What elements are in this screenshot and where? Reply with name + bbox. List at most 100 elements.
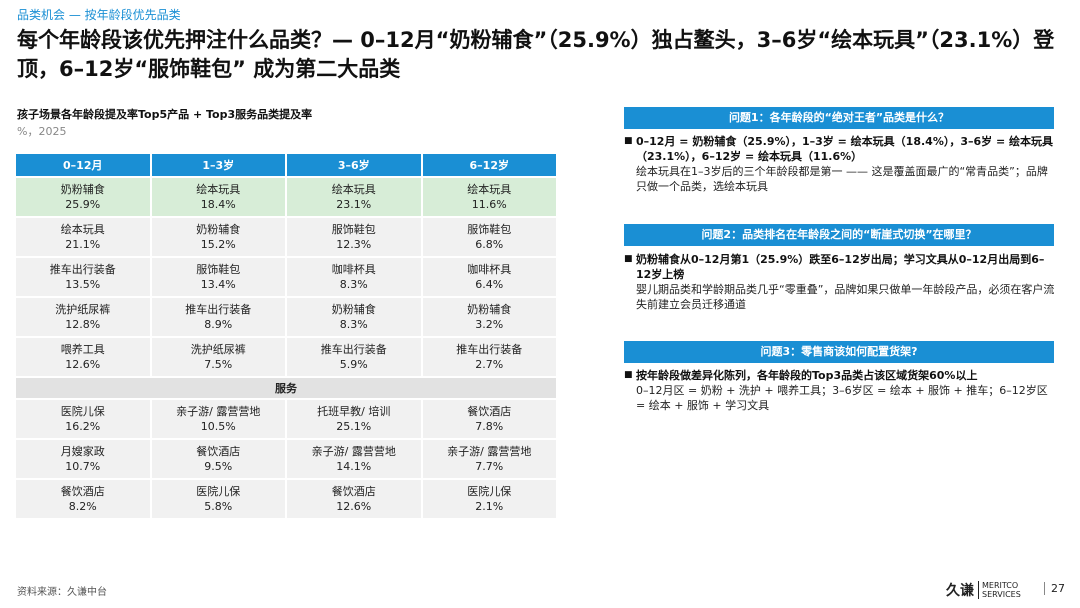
category-name: 奶粉辅食: [196, 223, 241, 236]
category-name: 餐饮酒店: [331, 485, 376, 498]
table-cell: 绘本玩具 23.1%: [287, 178, 421, 216]
table-cell: 餐饮酒店 9.5%: [151, 440, 285, 478]
category-name: 托班早教/ 培训: [317, 405, 391, 418]
question-2-title: 问题2：品类排名在年龄段之间的“断崖式切换”在哪里？: [624, 224, 1054, 246]
category-name: 亲子游/ 露营营地: [311, 445, 396, 458]
bullet-icon: ■: [624, 370, 633, 380]
category-name: 餐饮酒店: [467, 405, 512, 418]
table-cell: 推车出行装备 8.9%: [151, 298, 285, 336]
mention-rate: 8.2%: [68, 500, 97, 513]
category-name: 咖啡杯具: [467, 263, 512, 276]
mention-rate: 12.3%: [336, 238, 372, 251]
page-number: 27: [1044, 582, 1065, 595]
category-name: 咖啡杯具: [331, 263, 376, 276]
mention-rate: 9.5%: [204, 460, 233, 473]
table-row: 医院儿保 16.2% 亲子游/ 露营营地 10.5% 托班早教/ 培训 25.1% 餐饮酒店…: [16, 400, 556, 438]
table-row: 喂养工具 12.6% 洗护纸尿裤 7.5% 推车出行装备 5.9% 推车出行装备 2.7%: [16, 338, 556, 376]
question-2-detail: 婴儿期品类和学龄期品类几乎“零重叠”，品牌如果只做单一年龄段产品，必须在客户流失…: [636, 283, 1055, 311]
table-subtitle: %，2025: [17, 125, 67, 138]
table-cell: 奶粉辅食 25.9%: [16, 178, 150, 216]
source-note: 资料来源：久谦中台: [17, 587, 107, 598]
table-cell: 亲子游/ 露营营地 14.1%: [287, 440, 421, 478]
logo-cn: 久谦: [946, 583, 974, 599]
table-row: 绘本玩具 21.1% 奶粉辅食 15.2% 服饰鞋包 12.3% 服饰鞋包 6.8%: [16, 218, 556, 256]
table-cell: 洗护纸尿裤 12.8%: [16, 298, 150, 336]
question-1-bullet: ■ 0–12月 = 奶粉辅食（25.9%），1–3岁 = 绘本玩具（18.4%）…: [624, 134, 1056, 164]
mention-rate: 5.8%: [204, 500, 233, 513]
table-cell: 服饰鞋包 12.3%: [287, 218, 421, 256]
services-label: 服务: [16, 378, 556, 398]
category-name: 绘本玩具: [331, 183, 376, 196]
bullet-icon: ■: [624, 254, 633, 264]
section-tag: 品类机会 — 按年龄段优先品类: [17, 8, 181, 22]
table-cell: 亲子游/ 露营营地 10.5%: [151, 400, 285, 438]
question-3-body: ■ 按年龄段做差异化陈列，各年龄段的Top3品类占该区域货架60%以上 0–12…: [624, 368, 1056, 413]
column-header: 6–12岁: [422, 154, 556, 176]
table-cell: 医院儿保 2.1%: [422, 480, 556, 518]
table-cell: 绘本玩具 21.1%: [16, 218, 150, 256]
mention-rate: 21.1%: [65, 238, 101, 251]
category-name: 服饰鞋包: [331, 223, 376, 236]
category-name: 奶粉辅食: [331, 303, 376, 316]
category-name: 服饰鞋包: [196, 263, 241, 276]
mention-rate: 5.9%: [339, 358, 368, 371]
mention-rate: 15.2%: [200, 238, 236, 251]
table-cell: 医院儿保 16.2%: [16, 400, 150, 438]
category-name: 推车出行装备: [320, 343, 387, 356]
category-name: 餐饮酒店: [196, 445, 241, 458]
mention-rate: 18.4%: [200, 198, 236, 211]
table-cell: 服饰鞋包 6.8%: [422, 218, 556, 256]
question-3-bullet: ■ 按年龄段做差异化陈列，各年龄段的Top3品类占该区域货架60%以上: [624, 368, 1056, 383]
table-cell: 喂养工具 12.6%: [16, 338, 150, 376]
table-cell: 餐饮酒店 7.8%: [422, 400, 556, 438]
table-header-row: 0–12月 1–3岁 3–6岁 6–12岁: [16, 154, 556, 176]
logo-en-line-1: MERITCO: [978, 581, 1021, 590]
table-cell: 奶粉辅食 8.3%: [287, 298, 421, 336]
mention-rate: 7.7%: [475, 460, 504, 473]
table-row: 奶粉辅食 25.9% 绘本玩具 18.4% 绘本玩具 23.1% 绘本玩具 11.6%: [16, 178, 556, 216]
question-1-title: 问题1：各年龄段的“绝对王者”品类是什么？: [624, 107, 1054, 129]
question-1-body: ■ 0–12月 = 奶粉辅食（25.9%），1–3岁 = 绘本玩具（18.4%）…: [624, 134, 1056, 194]
category-name: 绘本玩具: [60, 223, 105, 236]
mention-rate: 23.1%: [336, 198, 372, 211]
question-2-bullet-text: 奶粉辅食从0–12月第1（25.9%）跌至6–12岁出局；学习文具从0–12月出…: [636, 253, 1045, 281]
mention-rate: 2.1%: [475, 500, 504, 513]
mention-rate: 6.8%: [475, 238, 504, 251]
column-header: 0–12月: [16, 154, 150, 176]
table-title: 孩子场景各年龄段提及率Top5产品 + Top3服务品类提及率: [17, 108, 313, 121]
table-cell: 推车出行装备 2.7%: [422, 338, 556, 376]
category-name: 奶粉辅食: [60, 183, 105, 196]
table-cell: 餐饮酒店 12.6%: [287, 480, 421, 518]
table-cell: 托班早教/ 培训 25.1%: [287, 400, 421, 438]
category-name: 医院儿保: [196, 485, 241, 498]
table-cell: 餐饮酒店 8.2%: [16, 480, 150, 518]
category-name: 餐饮酒店: [60, 485, 105, 498]
table-cell: 奶粉辅食 3.2%: [422, 298, 556, 336]
page-headline: 每个年龄段该优先押注什么品类？— 0–12月“奶粉辅食”（25.9%）独占鳌头，…: [17, 28, 1055, 81]
mention-rate: 12.8%: [65, 318, 101, 331]
mention-rate: 14.1%: [336, 460, 372, 473]
question-2-bullet: ■ 奶粉辅食从0–12月第1（25.9%）跌至6–12岁出局；学习文具从0–12…: [624, 252, 1056, 282]
mention-rate: 8.9%: [204, 318, 233, 331]
mention-rate: 8.3%: [339, 318, 368, 331]
category-name: 喂养工具: [60, 343, 105, 356]
table-cell: 咖啡杯具 6.4%: [422, 258, 556, 296]
mention-rate: 13.5%: [65, 278, 101, 291]
mention-rate: 6.4%: [475, 278, 504, 291]
logo-en-line-2: SERVICES: [978, 590, 1021, 599]
mention-rate: 3.2%: [475, 318, 504, 331]
mention-rate: 13.4%: [200, 278, 236, 291]
mention-rate: 10.5%: [200, 420, 236, 433]
table-cell: 推车出行装备 13.5%: [16, 258, 150, 296]
category-name: 奶粉辅食: [467, 303, 512, 316]
table-row: 洗护纸尿裤 12.8% 推车出行装备 8.9% 奶粉辅食 8.3% 奶粉辅食 3.2%: [16, 298, 556, 336]
table-cell: 月嫂家政 10.7%: [16, 440, 150, 478]
mention-rate: 12.6%: [65, 358, 101, 371]
table-cell: 推车出行装备 5.9%: [287, 338, 421, 376]
logo-en: MERITCO SERVICES: [978, 581, 1021, 599]
column-header: 1–3岁: [151, 154, 285, 176]
table-row: 月嫂家政 10.7% 餐饮酒店 9.5% 亲子游/ 露营营地 14.1% 亲子游/ 露营营地…: [16, 440, 556, 478]
category-name: 推车出行装备: [456, 343, 523, 356]
table-cell: 亲子游/ 露营营地 7.7%: [422, 440, 556, 478]
question-2-body: ■ 奶粉辅食从0–12月第1（25.9%）跌至6–12岁出局；学习文具从0–12…: [624, 252, 1056, 312]
